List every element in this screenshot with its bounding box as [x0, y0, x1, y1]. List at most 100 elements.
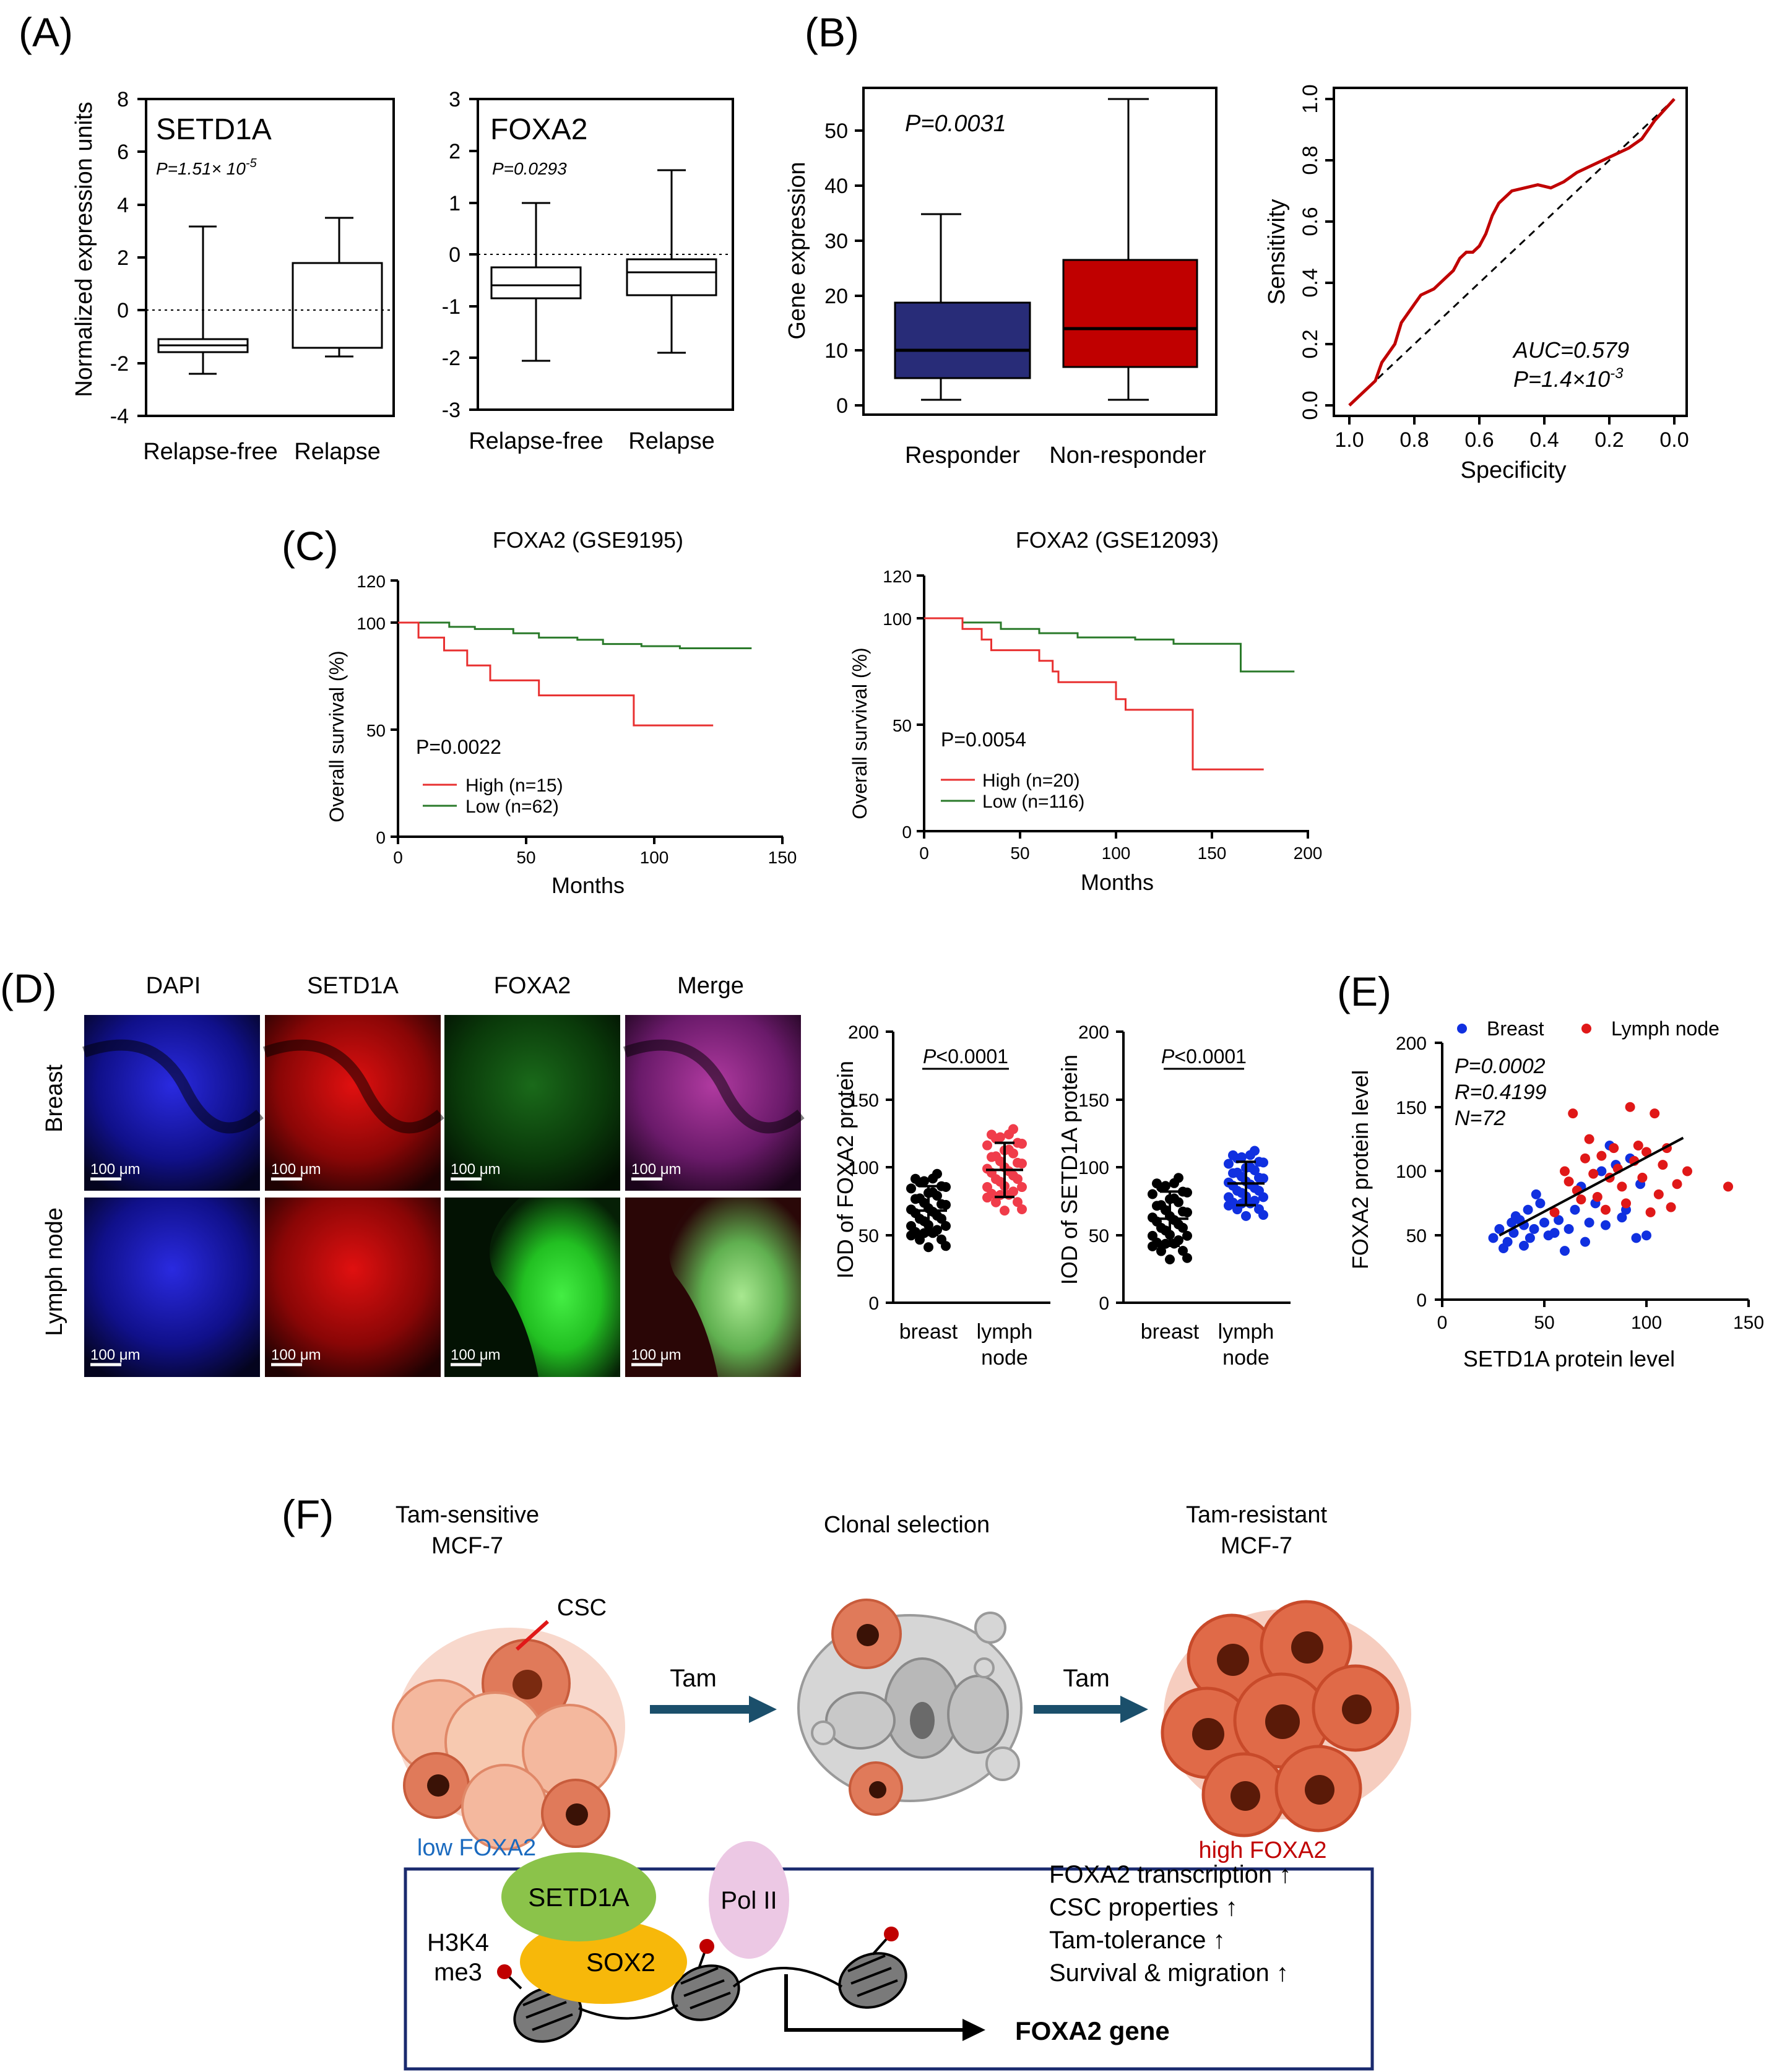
arrowhead	[1120, 1696, 1148, 1723]
data-point	[1004, 1129, 1014, 1139]
scale-bar-label: 100 μm	[271, 1347, 321, 1363]
y-axis-label: FOXA2 protein level	[1347, 1070, 1373, 1269]
point-lymph-node	[1592, 1192, 1602, 1202]
tick-label: 100	[1396, 1162, 1427, 1182]
micrograph-lymph-dapi: 100 μm	[84, 1198, 260, 1377]
tick-label: 8	[117, 88, 129, 111]
box-relapse	[626, 169, 717, 354]
tick-label: 50	[1089, 1226, 1109, 1246]
data-point	[1017, 1182, 1027, 1193]
box-non-responder	[1062, 98, 1198, 401]
arrowhead	[749, 1696, 777, 1723]
point-breast	[1570, 1204, 1580, 1215]
tick-label: 2	[449, 140, 461, 163]
p-value: P=1.51× 10-5	[156, 157, 257, 178]
data-point	[1178, 1206, 1188, 1217]
point-lymph-node	[1653, 1189, 1664, 1199]
tick-label: 50	[1406, 1226, 1427, 1246]
label-tam-1: Tam	[670, 1665, 717, 1692]
point-breast	[1539, 1217, 1549, 1228]
tick-label: 150	[1198, 844, 1227, 863]
point-breast	[1519, 1240, 1529, 1251]
data-point	[1228, 1168, 1238, 1178]
tick-label: 0.8	[1299, 145, 1322, 175]
y-axis-label: Normalized expression units	[71, 101, 97, 397]
data-point	[987, 1152, 997, 1162]
dot-plot-iod-setd1a: IOD of SETD1A protein 0 50 100 150 200 P…	[1057, 1022, 1291, 1370]
micrograph-lymph-merge: 100 μm	[625, 1198, 801, 1377]
tick-label: 1.0	[1334, 428, 1364, 452]
point-lymph-node	[1650, 1108, 1660, 1119]
effect-item: CSC properties ↑	[1049, 1894, 1238, 1921]
y-axis-ticks: 3 2 1 0 -1 -2 -3	[442, 88, 478, 422]
data-point	[1254, 1204, 1264, 1214]
data-point	[1152, 1201, 1162, 1211]
y-axis-ticks: 0 50 100 150 200	[848, 1022, 893, 1314]
data-point	[1254, 1173, 1264, 1183]
point-breast	[1564, 1224, 1574, 1234]
tick-label: 4	[117, 194, 129, 217]
box-plot-response: Gene expression 0 10 20 30 40 50 P=0.003…	[784, 87, 1218, 468]
chart-title: FOXA2 (GSE9195)	[493, 527, 683, 553]
tick-label: 0	[919, 844, 929, 863]
label-sox2: SOX2	[586, 1948, 655, 1977]
point-breast	[1494, 1224, 1505, 1234]
tick-label: 150	[1078, 1090, 1109, 1111]
y-axis-label: Gene expression	[784, 162, 810, 339]
point-lymph-node	[1549, 1207, 1560, 1217]
category-label: node	[1222, 1346, 1269, 1370]
point-breast	[1641, 1230, 1651, 1241]
x-axis-ticks: 1.0 0.8 0.6 0.4 0.2 0.0	[1334, 416, 1689, 452]
tick-label: 0.2	[1299, 329, 1322, 358]
scale-bar-label: 100 μm	[631, 1347, 681, 1363]
data-point	[1224, 1159, 1234, 1169]
y-axis-label: Sensitivity	[1264, 199, 1290, 304]
label-mcf7: MCF-7	[1221, 1533, 1292, 1559]
data-point	[941, 1220, 951, 1231]
tick-label: -1	[442, 295, 461, 319]
regression-line	[1499, 1136, 1684, 1237]
box-plot-setd1a: Normalized expression units 8 6 4 2 0 -2…	[71, 88, 395, 465]
point-breast	[1502, 1237, 1513, 1247]
label-me3: me3	[434, 1959, 482, 1986]
point-lymph-node	[1564, 1176, 1574, 1187]
point-lymph-node	[1617, 1181, 1627, 1192]
label-clonal-selection: Clonal selection	[824, 1512, 990, 1538]
category-label: Non-responder	[1049, 442, 1206, 468]
tick-label: 200	[848, 1022, 879, 1043]
point-lymph-node	[1596, 1150, 1607, 1161]
category-label: Relapse-free	[469, 428, 603, 454]
legend-marker-lymph	[1581, 1024, 1591, 1034]
roc-curve	[1348, 98, 1676, 407]
scale-bar-label: 100 μm	[451, 1347, 501, 1363]
effect-item: Survival & migration ↑	[1049, 1959, 1289, 1987]
point-lymph-node	[1666, 1202, 1676, 1212]
category-label: Responder	[905, 442, 1020, 468]
point-breast	[1584, 1217, 1594, 1228]
micrograph-breast-merge: 100 μm	[623, 1015, 805, 1191]
tick-label: -3	[442, 399, 461, 422]
data-point	[1182, 1253, 1192, 1263]
label-tam-2: Tam	[1063, 1665, 1110, 1692]
box-relapse-free	[490, 202, 582, 362]
pol-ii	[709, 1841, 789, 1959]
scale-bar-label: 100 μm	[271, 1161, 321, 1178]
panel-label-e: (E)	[1337, 969, 1391, 1014]
data-points	[1148, 1146, 1268, 1264]
category-label: lymph	[977, 1320, 1033, 1344]
n-value: N=72	[1455, 1107, 1505, 1130]
auc-value: AUC=0.579	[1512, 337, 1629, 363]
category-label: Relapse	[294, 439, 380, 465]
point-lymph-node	[1645, 1207, 1656, 1217]
tick-label: 40	[824, 175, 848, 198]
data-point	[1148, 1189, 1157, 1199]
p-value: P<0.0001	[1161, 1045, 1247, 1068]
scatter-plot-correlation: Breast Lymph node FOXA2 protein level 0 …	[1347, 1017, 1764, 1371]
tick-label: 0	[1416, 1290, 1427, 1311]
micrograph-breast-setd1a: 100 μm	[262, 1015, 444, 1191]
panel-label-d: (D)	[0, 965, 57, 1011]
tick-label: 6	[117, 140, 129, 164]
scale-bar-label: 100 μm	[90, 1161, 141, 1178]
micrograph-breast-foxa2: 100 μm	[444, 1015, 620, 1191]
csc-pointer	[515, 1620, 550, 1651]
